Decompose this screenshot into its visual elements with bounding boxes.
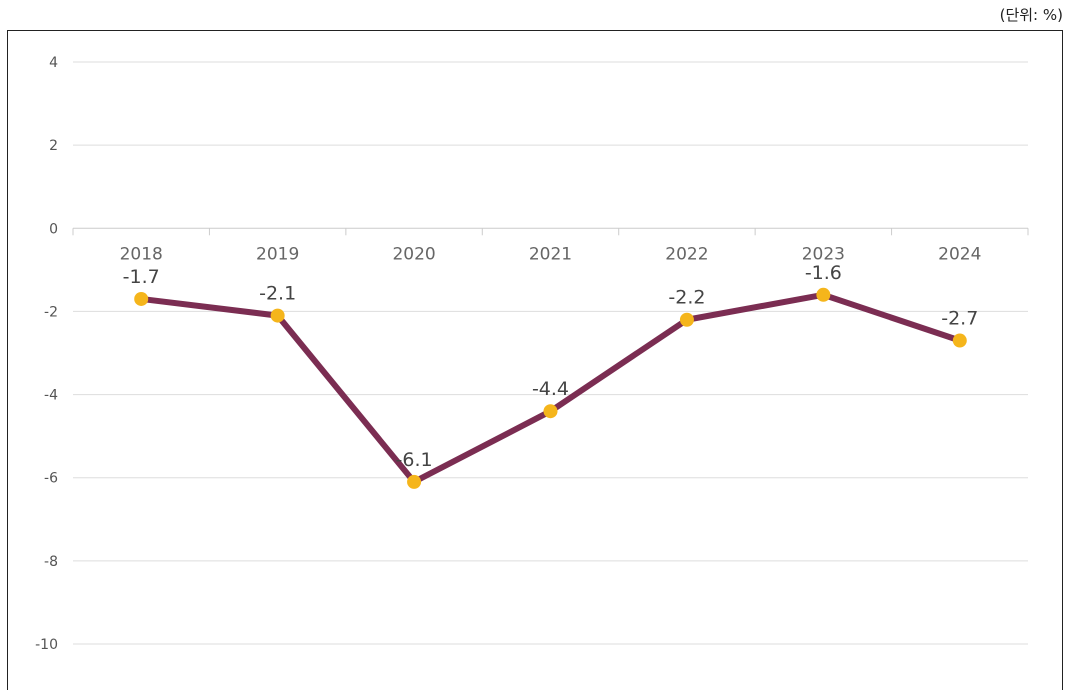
data-label: -4.4 <box>532 378 569 400</box>
y-tick-label: -10 <box>35 637 58 653</box>
y-tick-label: -6 <box>44 471 58 487</box>
y-tick-label: -2 <box>44 304 58 320</box>
data-point <box>679 312 694 327</box>
y-tick-label: 2 <box>49 138 58 154</box>
x-tick-label: 2019 <box>256 244 299 264</box>
chart-frame <box>7 30 1063 690</box>
data-point <box>134 291 149 306</box>
data-point <box>543 404 558 419</box>
data-label: -6.1 <box>396 449 433 471</box>
x-tick-label: 2023 <box>802 244 845 264</box>
data-labels: -1.7 -2.1 -6.1 -4.4 -2.2 -1.6 -2.7 <box>123 262 979 471</box>
data-label: -2.1 <box>259 283 296 305</box>
y-tick-label: -8 <box>44 554 58 570</box>
y-tick-label: 4 <box>49 55 58 71</box>
grid-lines <box>73 61 1028 645</box>
y-axis-ticks: 4 2 0 -2 -4 -6 -8 -10 <box>35 55 58 653</box>
data-point <box>270 308 285 323</box>
data-point <box>952 333 967 348</box>
data-label: -1.6 <box>805 262 842 284</box>
data-points <box>134 287 967 489</box>
y-tick-label: 0 <box>49 221 58 237</box>
data-label: -2.2 <box>668 287 705 309</box>
data-point <box>816 287 831 302</box>
x-tick-label: 2021 <box>529 244 572 264</box>
unit-label: (단위: %) <box>999 6 1063 24</box>
x-tick-label: 2018 <box>120 244 163 264</box>
x-axis: 2018 2019 2020 2021 2022 2023 2024 <box>72 228 1029 264</box>
x-tick-label: 2020 <box>392 244 435 264</box>
x-tick-label: 2024 <box>938 244 981 264</box>
data-point <box>407 474 422 489</box>
y-tick-label: -4 <box>44 388 58 404</box>
x-tick-label: 2022 <box>665 244 708 264</box>
data-label: -1.7 <box>123 266 160 288</box>
data-label: -2.7 <box>941 308 978 330</box>
